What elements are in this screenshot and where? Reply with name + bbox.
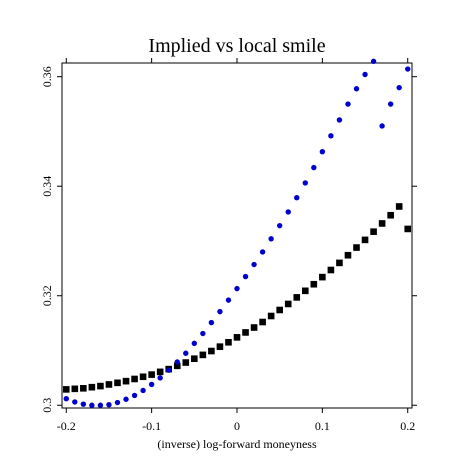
circle-point	[174, 359, 180, 365]
circle-point	[251, 261, 257, 268]
circle-point	[80, 401, 87, 407]
circle-point	[396, 84, 402, 91]
circle-point	[217, 308, 223, 315]
square-point	[293, 294, 301, 301]
y-axis: 0.3 0.32 0.34 0.36	[40, 66, 417, 413]
square-point	[122, 377, 130, 385]
circle-point	[166, 367, 172, 373]
square-point	[97, 382, 104, 390]
square-point	[250, 324, 258, 331]
y-tick-label: 0.34	[40, 176, 54, 197]
circle-point	[148, 381, 155, 388]
square-point	[267, 312, 275, 320]
circle-point	[72, 399, 78, 405]
square-point	[336, 259, 343, 267]
square-point	[148, 371, 155, 378]
circle-point	[276, 222, 283, 229]
plot-frame	[61, 62, 413, 409]
circle-point	[405, 66, 411, 72]
square-point	[131, 375, 138, 383]
circle-point	[97, 402, 104, 408]
circle-point	[114, 399, 121, 406]
x-tick-label: 0	[234, 419, 240, 433]
x-axis: -0.2 -0.1 0 0.1 0.2	[57, 58, 415, 433]
square-point	[191, 355, 198, 363]
circle-point	[140, 387, 146, 394]
circle-point	[234, 285, 240, 292]
square-point	[173, 362, 181, 370]
square-point	[139, 373, 147, 381]
square-point	[216, 343, 224, 350]
circle-point	[370, 58, 377, 65]
square-point	[319, 273, 326, 281]
square-point	[310, 280, 318, 288]
square-point	[62, 386, 70, 393]
circle-point	[63, 395, 69, 402]
data-marks	[62, 58, 412, 408]
square-point	[370, 228, 377, 235]
circle-point	[311, 164, 317, 171]
chart-title: Implied vs local smile	[148, 35, 325, 57]
square-point	[114, 379, 121, 387]
circle-point	[157, 375, 163, 381]
circle-point	[106, 402, 112, 408]
x-tick-label: 0.1	[315, 419, 330, 433]
square-point	[344, 251, 352, 259]
square-point	[182, 359, 190, 366]
square-point	[404, 225, 412, 233]
circle-point	[225, 297, 232, 303]
circle-point	[328, 133, 334, 139]
square-point	[353, 244, 360, 251]
square-point	[387, 211, 394, 219]
circle-point	[294, 195, 300, 201]
x-axis-label: (inverse) log-forward moneyness	[157, 437, 317, 451]
circle-point	[191, 340, 198, 347]
circle-point	[123, 396, 129, 402]
circle-point	[285, 209, 291, 215]
square-point	[276, 306, 283, 314]
square-point	[233, 334, 241, 341]
square-point	[378, 220, 386, 227]
square-point	[88, 383, 96, 391]
square-point	[327, 266, 335, 274]
circle-point	[387, 101, 394, 107]
square-point	[242, 329, 249, 336]
square-point	[199, 351, 207, 359]
circle-point	[183, 350, 189, 356]
circle-point	[200, 330, 206, 337]
circle-point	[242, 273, 249, 280]
square-point	[105, 381, 113, 388]
circle-point	[302, 180, 308, 186]
circle-point	[208, 319, 215, 326]
square-point	[259, 318, 266, 326]
square-point	[301, 287, 309, 295]
circle-point	[353, 86, 360, 92]
circle-point	[345, 101, 351, 107]
circle-point	[131, 392, 138, 399]
y-tick-label: 0.32	[40, 285, 54, 306]
circle-point	[259, 249, 266, 255]
square-point	[284, 300, 292, 308]
square-point	[395, 203, 403, 210]
square-point	[208, 347, 215, 355]
circle-point	[379, 123, 385, 129]
y-tick-label: 0.36	[40, 66, 54, 87]
circle-point	[268, 236, 274, 242]
square-point	[71, 385, 79, 393]
circle-point	[89, 402, 95, 408]
circle-point	[319, 149, 326, 155]
circle-point	[362, 71, 368, 78]
y-tick-label: 0.3	[40, 398, 54, 413]
square-point	[225, 338, 232, 346]
square-point	[80, 384, 87, 392]
circle-point	[336, 117, 343, 123]
square-point	[156, 368, 164, 376]
x-tick-label: -0.1	[142, 419, 161, 433]
x-tick-label: -0.2	[57, 419, 76, 433]
x-tick-label: 0.2	[400, 419, 415, 433]
square-point	[361, 236, 369, 244]
